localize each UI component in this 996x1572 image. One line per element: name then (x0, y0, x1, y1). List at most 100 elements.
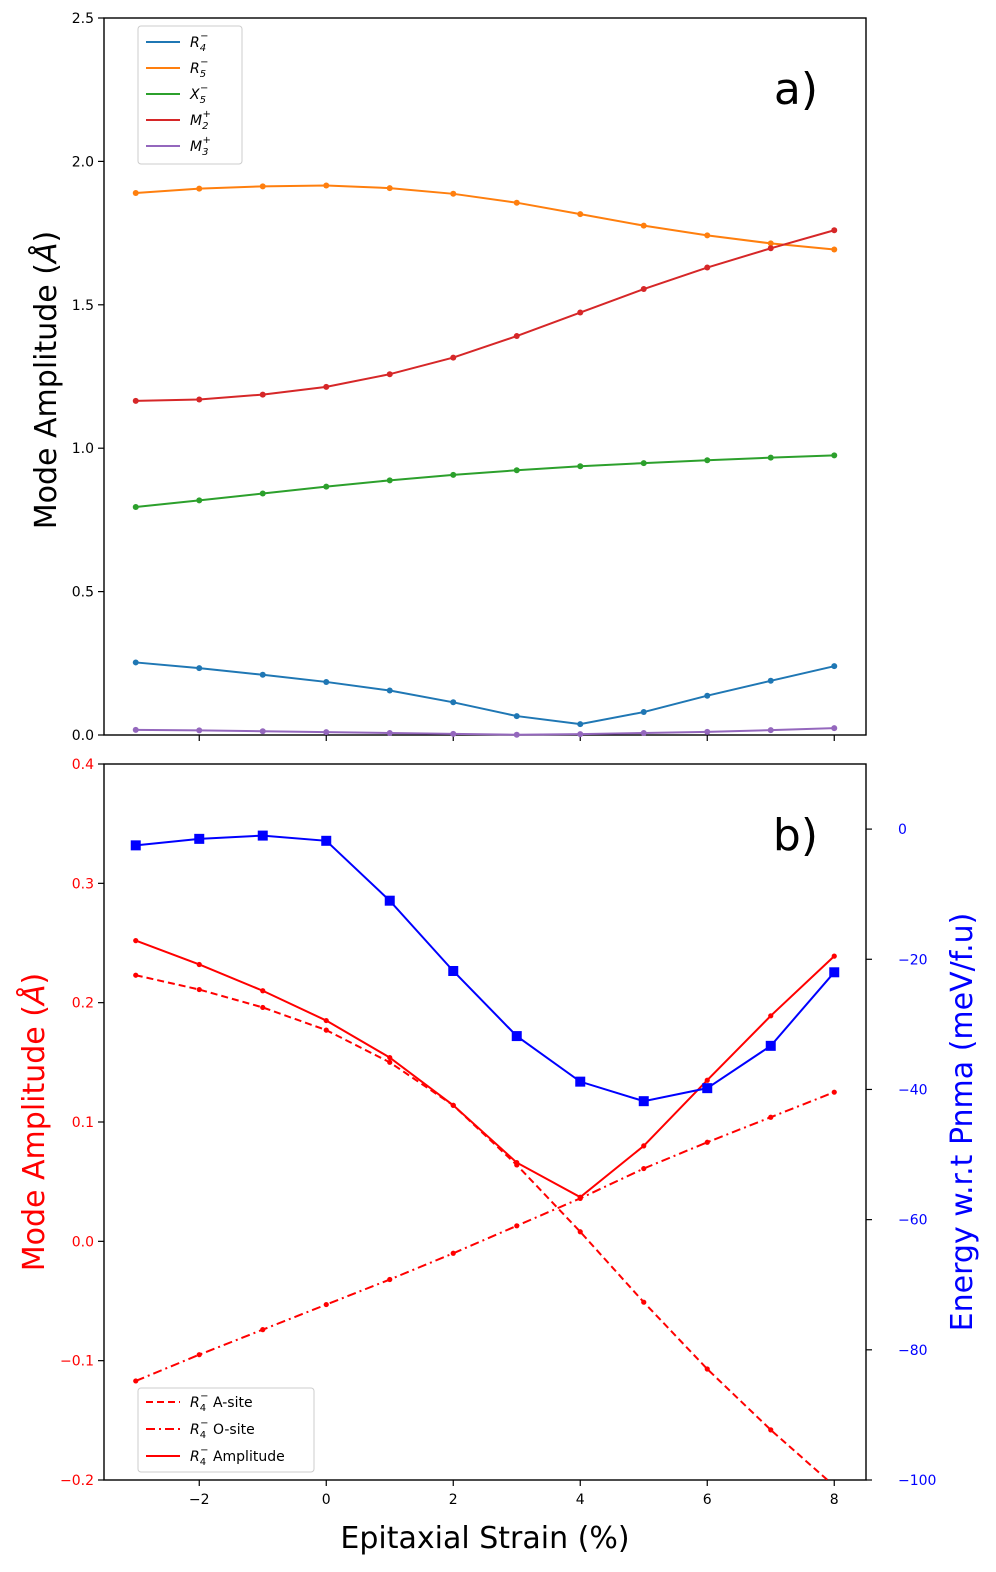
data-point-R4- Amplitude (450, 1102, 456, 1108)
legend-label-R5-: R5− (190, 57, 209, 80)
panel-a-y-tick-label: 0.0 (72, 728, 94, 744)
data-point-X5- (450, 471, 457, 478)
legend-label-sub: 3 (202, 147, 208, 158)
panel-b-left-y-tick-label: 0.3 (72, 876, 94, 892)
panel-a-label: a) (774, 64, 818, 115)
series-line-R4- (135, 661, 835, 726)
panel-b-series (130, 830, 840, 1480)
panel-b-left-y-ticks: −0.2 −0.1 0.0 0.1 0.2 0.3 0.4 (60, 757, 104, 1489)
data-point-R4- (196, 665, 203, 672)
series-line-R5- (135, 184, 835, 251)
data-point-M2+ (767, 245, 774, 252)
data-point-R4- O-site (768, 1114, 774, 1120)
legend-label-base: R (190, 61, 200, 77)
data-point-R5- (513, 199, 520, 206)
panel-b-x-tick-label: −2 (189, 1492, 210, 1508)
panel-b-x-tick-label: 0 (322, 1492, 331, 1508)
data-point-R5- (831, 246, 838, 253)
data-point-M3+ (259, 728, 266, 735)
series-line-Energy (135, 834, 836, 1103)
data-point-Energy (765, 1040, 776, 1051)
data-point-M3+ (386, 729, 393, 736)
data-point-M3+ (640, 729, 647, 736)
legend-label-base: R (190, 1395, 200, 1411)
panel-a-y-tick-label: 1.0 (72, 441, 94, 457)
data-point-R4- (640, 709, 647, 716)
data-point-R4- O-site (323, 1301, 329, 1308)
data-point-X5- (132, 503, 139, 510)
legend-label-base: X (189, 87, 200, 103)
panel-b-x-tick-label: 4 (576, 1492, 585, 1508)
data-point-R5- (132, 189, 139, 196)
data-point-R5- (640, 222, 647, 229)
data-point-R4- A-site (704, 1366, 710, 1372)
data-point-Energy (448, 965, 459, 976)
data-point-R4- O-site (641, 1165, 647, 1172)
legend-label-sup: − (200, 1445, 208, 1456)
data-point-M2+ (640, 286, 647, 293)
panel-b-right-y-axis-title: Energy w.r.t Pnma (meV/f.u) (945, 913, 980, 1332)
data-point-R4- O-site (133, 1378, 139, 1384)
data-point-R4- Amplitude (831, 953, 837, 959)
data-point-M3+ (513, 731, 520, 738)
data-point-Energy (384, 895, 395, 906)
legend-label-sub: 5 (200, 95, 206, 106)
data-point-R4- (323, 678, 330, 685)
panel-b-right-y-tick-label: −60 (898, 1213, 928, 1229)
panel-a-legend: R4−R5−X5−M2+M3+ (137, 25, 243, 165)
data-point-R5- (767, 240, 774, 247)
data-point-R5- (704, 232, 711, 239)
data-point-R4- O-site (831, 1089, 837, 1095)
data-point-R4- Amplitude (196, 961, 202, 968)
data-point-R5- (259, 183, 266, 190)
data-point-R4- A-site (387, 1059, 393, 1065)
data-point-R4- (513, 713, 520, 720)
data-point-R4- O-site (704, 1139, 710, 1145)
data-point-M3+ (132, 726, 139, 733)
data-point-R4- A-site (323, 1027, 329, 1033)
legend-label-sup: − (200, 83, 208, 94)
panel-b-label: b) (773, 810, 818, 861)
data-point-M2+ (323, 383, 330, 390)
data-point-R5- (196, 185, 203, 192)
panel-a-series (132, 182, 838, 738)
data-point-M3+ (323, 729, 330, 736)
panel-b-right-y-tick-label: 0 (898, 822, 907, 838)
legend-label-sub: 4 (200, 1403, 206, 1414)
legend-box (137, 25, 243, 165)
panel-b-left-y-tick-label: 0.2 (72, 996, 94, 1012)
panel-b-left-y-axis-title-unit: Å (16, 984, 52, 1007)
legend-label-suffix: A-site (209, 1395, 253, 1411)
data-point-X5- (259, 490, 266, 497)
data-point-R4- A-site (196, 986, 202, 993)
data-point-Energy (194, 833, 205, 844)
data-point-R4- O-site (260, 1327, 266, 1333)
data-point-X5- (323, 483, 330, 490)
panel-b-left-y-axis-title-close: ) (17, 973, 52, 985)
legend-label-sub: 2 (202, 121, 208, 132)
data-point-Energy (829, 967, 840, 978)
legend-label-sup: + (202, 109, 210, 120)
data-point-R4- (132, 659, 139, 666)
data-point-M3+ (704, 728, 711, 735)
data-point-R4- Amplitude (641, 1143, 647, 1149)
data-point-X5- (513, 467, 520, 474)
legend-label-sup: − (200, 57, 208, 68)
series-line-X5- (135, 454, 835, 508)
legend-label-base: M (190, 113, 202, 129)
legend-box (137, 1387, 315, 1473)
legend-label-M2+: M2+ (190, 109, 211, 132)
data-point-R4- (767, 677, 774, 684)
data-point-M2+ (132, 397, 139, 404)
panel-b-right-y-tick-label: −80 (898, 1343, 928, 1359)
data-point-M2+ (704, 264, 711, 271)
data-point-M2+ (450, 354, 457, 361)
data-point-R4- (704, 692, 711, 699)
data-point-R4- O-site (450, 1250, 456, 1256)
data-point-R4- Amplitude (260, 988, 266, 994)
legend-label-base: R (190, 35, 200, 51)
legend-label-M3+: M3+ (190, 135, 211, 158)
data-point-M2+ (577, 309, 584, 316)
data-point-R5- (323, 182, 330, 189)
